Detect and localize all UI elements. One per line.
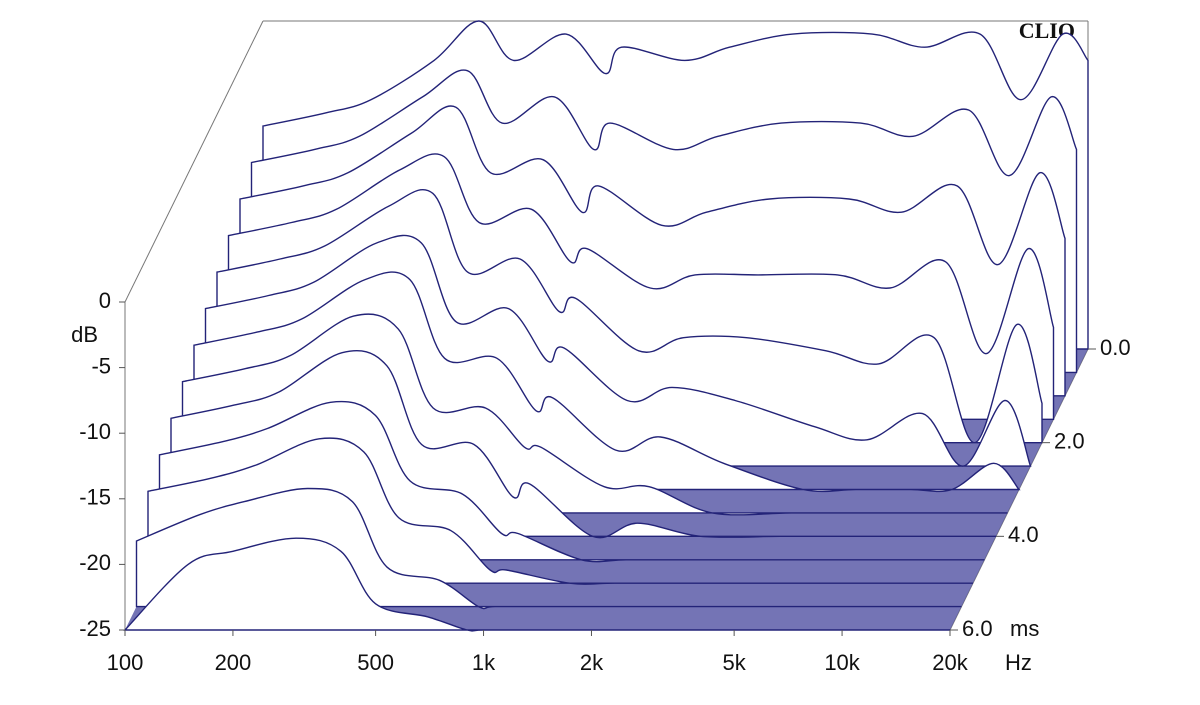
decay-slice: [123, 537, 950, 632]
x-tick-label: 2k: [580, 650, 604, 675]
y-tick-label: -25: [79, 616, 111, 641]
x-axis-label: Hz: [1005, 650, 1032, 675]
y-axis-label: dB: [71, 322, 98, 347]
y-tick-label: -10: [79, 419, 111, 444]
axis-frame: [124, 20, 264, 303]
t-tick-label: 4.0: [1008, 522, 1039, 547]
t-tick-label: 6.0: [962, 616, 993, 641]
y-tick-label: -20: [79, 550, 111, 575]
x-tick-label: 500: [357, 650, 394, 675]
x-tick-label: 10k: [824, 650, 860, 675]
x-tick-label: 200: [215, 650, 252, 675]
x-tick-label: 20k: [932, 650, 968, 675]
x-tick-label: 5k: [723, 650, 747, 675]
x-tick-label: 1k: [472, 650, 496, 675]
t-tick-label: 2.0: [1054, 428, 1085, 453]
y-tick-label: 0: [99, 288, 111, 313]
y-tick-label: -5: [91, 353, 111, 378]
y-tick-label: -15: [79, 485, 111, 510]
t-tick-label: 0.0: [1100, 335, 1131, 360]
t-axis-label: ms: [1010, 616, 1039, 641]
x-tick-label: 100: [107, 650, 144, 675]
